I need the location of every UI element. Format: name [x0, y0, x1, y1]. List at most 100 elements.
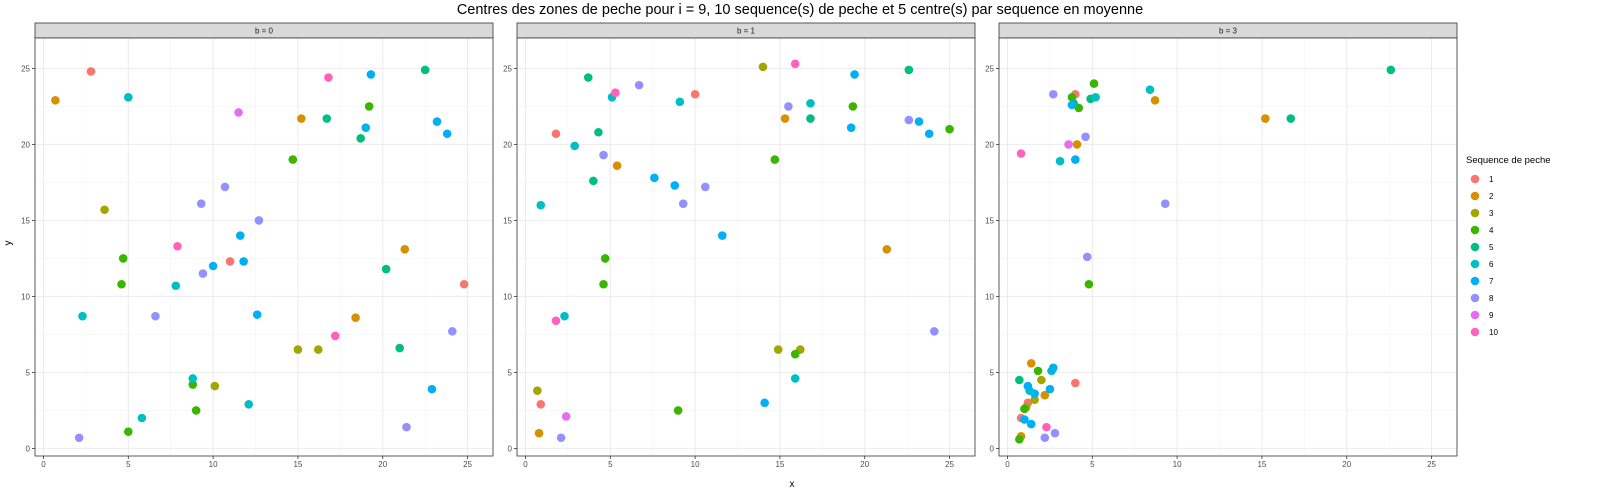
data-point-seq-8	[1081, 132, 1090, 142]
data-point-seq-8	[447, 327, 457, 336]
panel-background	[517, 38, 975, 456]
data-point-seq-8	[929, 327, 939, 336]
data-point-seq-7	[239, 257, 248, 266]
panel-border	[516, 37, 976, 457]
data-point-seq-7	[1067, 100, 1077, 110]
data-point-seq-10	[324, 73, 333, 82]
data-point-seq-7	[846, 123, 856, 132]
legend-key-3	[1470, 208, 1480, 218]
data-point-seq-2	[1150, 96, 1160, 105]
data-point-seq-4	[288, 155, 298, 164]
data-point-seq-7	[717, 231, 727, 240]
y-tick-label: 25	[21, 64, 30, 73]
legend-label-2: 2	[1489, 192, 1494, 201]
x-tick-label: 15	[1257, 460, 1266, 469]
data-point-seq-1	[551, 129, 561, 139]
data-point-seq-5	[395, 343, 405, 353]
legend-key-7	[1470, 276, 1480, 286]
data-point-seq-8	[1082, 252, 1092, 262]
panel-background	[999, 38, 1457, 456]
data-point-seq-2	[1072, 140, 1082, 149]
data-point-seq-2	[1261, 114, 1270, 123]
y-tick-label: 25	[985, 64, 994, 73]
data-point-seq-1	[690, 89, 700, 99]
data-point-seq-4	[1020, 404, 1029, 414]
y-axis-title: y	[3, 241, 14, 246]
y-tick-label: 10	[503, 292, 512, 301]
legend-key-1	[1470, 174, 1480, 184]
data-point-seq-4	[599, 279, 608, 289]
data-point-seq-8	[254, 216, 264, 225]
data-point-seq-3	[1030, 395, 1039, 405]
data-point-seq-5	[589, 176, 598, 186]
data-point-seq-7	[650, 173, 659, 183]
chart-title: Centres des zones de peche pour i = 9, 1…	[456, 2, 1144, 18]
data-point-seq-6	[790, 374, 800, 383]
data-point-seq-4	[673, 406, 683, 415]
data-point-seq-4	[188, 380, 198, 389]
data-point-seq-6	[188, 374, 198, 383]
data-point-seq-5	[381, 264, 391, 274]
legend-label-7: 7	[1489, 277, 1494, 286]
panel-border	[998, 37, 1458, 457]
data-point-seq-5	[356, 134, 365, 143]
data-point-seq-3	[533, 386, 542, 395]
y-tick-label: 20	[985, 140, 994, 149]
legend-key-10	[1470, 327, 1480, 337]
data-point-seq-4	[1089, 79, 1099, 88]
data-point-seq-4	[790, 349, 800, 359]
legend-label-6: 6	[1489, 260, 1494, 269]
data-point-seq-7	[1071, 155, 1080, 164]
y-tick-label: 10	[21, 292, 30, 301]
data-point-seq-1	[86, 67, 96, 76]
data-point-seq-3	[100, 205, 109, 215]
legend-key-8	[1470, 293, 1480, 303]
data-point-seq-4	[1084, 279, 1094, 289]
data-point-seq-4	[600, 254, 610, 263]
data-point-seq-7	[1026, 419, 1036, 429]
data-point-seq-8	[700, 182, 710, 192]
panel-background	[35, 38, 493, 456]
data-point-seq-7	[924, 129, 934, 139]
panel-2: b = 1 0 5 10 15 20 25 0 5 10 15 20 25	[503, 22, 976, 469]
x-tick-label: 15	[775, 460, 784, 469]
panel-strip-label: b = 3	[1219, 27, 1238, 36]
data-point-seq-2	[780, 114, 790, 123]
panel-strip-label: b = 1	[737, 27, 756, 36]
data-point-seq-8	[74, 433, 84, 443]
data-point-seq-7	[366, 70, 376, 79]
data-point-seq-4	[770, 155, 780, 164]
legend-key-2	[1470, 191, 1480, 201]
y-tick-label: 20	[21, 140, 30, 149]
data-point-seq-7	[1048, 363, 1058, 373]
data-point-seq-8	[1048, 89, 1058, 99]
data-point-seq-7	[235, 231, 245, 240]
data-point-seq-6	[536, 200, 546, 210]
data-point-seq-3	[293, 345, 303, 354]
y-tick-label: 0	[26, 444, 31, 453]
legend-key-9	[1470, 310, 1480, 320]
data-point-seq-7	[1030, 389, 1039, 398]
legend-label-10: 10	[1489, 328, 1498, 337]
data-point-seq-7	[1045, 384, 1055, 394]
y-tick-label: 0	[508, 444, 513, 453]
data-point-seq-7	[914, 117, 924, 126]
legend-label-9: 9	[1489, 311, 1494, 320]
y-tick-label: 5	[508, 368, 513, 377]
data-point-seq-4	[848, 102, 858, 111]
data-point-seq-1	[225, 257, 235, 266]
data-point-seq-4	[1015, 434, 1024, 444]
x-tick-label: 25	[945, 460, 954, 469]
data-point-seq-4	[364, 102, 374, 111]
data-point-seq-4	[123, 427, 133, 436]
data-point-seq-3	[758, 62, 768, 72]
y-tick-label: 15	[985, 216, 994, 225]
y-tick-label: 15	[21, 216, 30, 225]
legend-title: Sequence de peche	[1466, 155, 1551, 166]
data-point-seq-2	[297, 114, 306, 123]
data-point-seq-6	[123, 92, 133, 102]
legend-key-4	[1470, 225, 1480, 235]
data-point-seq-9	[1064, 140, 1073, 149]
legend-label-4: 4	[1489, 226, 1494, 235]
